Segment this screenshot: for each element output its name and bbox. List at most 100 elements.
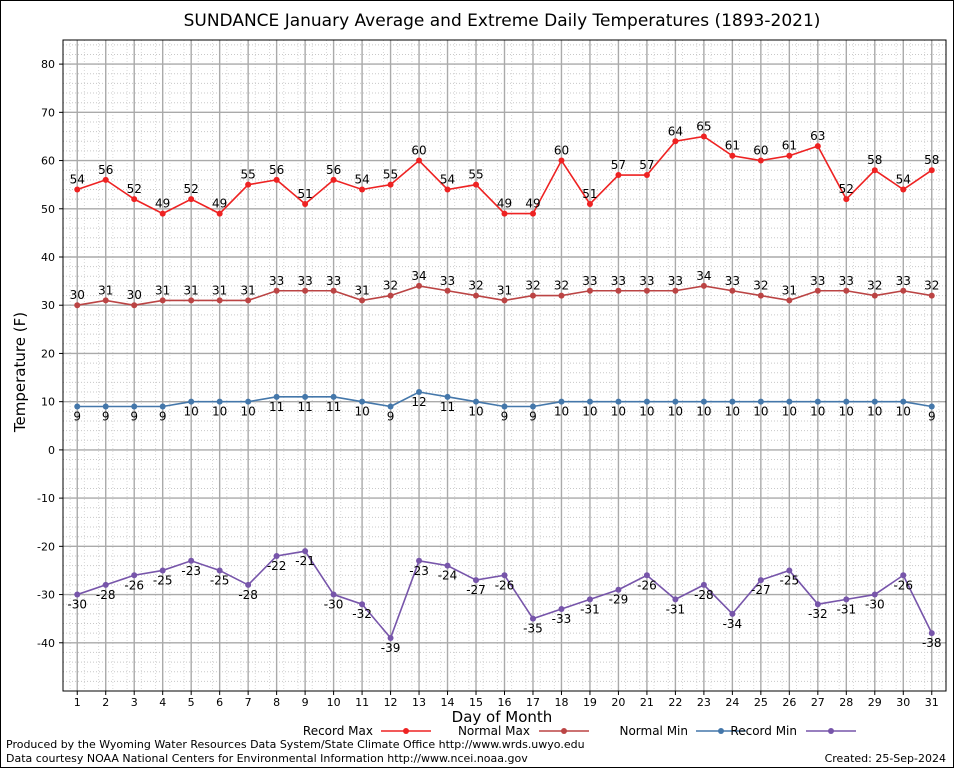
data-point: [273, 176, 280, 183]
data-label: 31: [155, 283, 170, 297]
data-point: [416, 157, 423, 164]
data-point: [245, 398, 252, 405]
data-point: [302, 200, 309, 207]
data-label: 33: [582, 274, 597, 288]
data-point: [814, 287, 821, 294]
data-point: [871, 591, 878, 598]
x-tick-label: 15: [469, 696, 483, 709]
data-point: [558, 292, 565, 299]
data-label: -28: [96, 588, 116, 602]
data-label: 34: [696, 269, 711, 283]
data-point: [188, 557, 195, 564]
data-label: -25: [780, 573, 800, 587]
data-label: 33: [839, 274, 854, 288]
legend-marker: [561, 728, 567, 734]
data-label: 10: [725, 405, 740, 419]
x-tick-label: 8: [273, 696, 280, 709]
y-tick-label: 30: [41, 299, 55, 312]
data-point: [245, 581, 252, 588]
data-label: 31: [184, 283, 199, 297]
data-label: 10: [582, 405, 597, 419]
data-label: 31: [782, 283, 797, 297]
data-label: 51: [582, 187, 597, 201]
data-label: 33: [810, 274, 825, 288]
data-point: [700, 398, 707, 405]
data-label: -34: [723, 617, 743, 631]
data-label: 11: [297, 400, 312, 414]
data-point: [330, 287, 337, 294]
data-point: [729, 398, 736, 405]
x-tick-label: 4: [159, 696, 166, 709]
data-label: 57: [611, 158, 626, 172]
data-point: [586, 200, 593, 207]
x-axis-label: Day of Month: [452, 708, 553, 726]
x-tick-label: 18: [554, 696, 568, 709]
data-label: 58: [867, 153, 882, 167]
y-tick-label: 60: [41, 155, 55, 168]
data-point: [444, 186, 451, 193]
y-tick-label: -20: [37, 540, 55, 553]
x-tick-label: 27: [811, 696, 825, 709]
data-label: 49: [497, 197, 512, 211]
data-label: 9: [102, 409, 110, 423]
data-point: [700, 581, 707, 588]
data-label: 52: [184, 182, 199, 196]
data-label: -31: [666, 602, 686, 616]
data-point: [615, 398, 622, 405]
data-point: [387, 403, 394, 410]
data-point: [359, 297, 366, 304]
data-point: [643, 572, 650, 579]
data-labels: 54 56 52 49 52 49 55 56 51 56 54 55 60 54 55 49 49 60 51 57…: [67, 119, 941, 655]
data-point: [102, 581, 109, 588]
data-label: -32: [808, 607, 828, 621]
y-axis-label: Temperature (F): [11, 312, 29, 433]
data-point: [416, 389, 423, 396]
data-point: [273, 287, 280, 294]
data-point: [387, 181, 394, 188]
data-point: [131, 196, 138, 203]
data-label: -27: [751, 583, 771, 597]
data-label: 10: [896, 405, 911, 419]
x-tick-label: 26: [782, 696, 796, 709]
data-point: [216, 398, 223, 405]
data-point: [131, 302, 138, 309]
data-label: -21: [295, 554, 315, 568]
data-point: [757, 292, 764, 299]
legend-marker: [403, 728, 409, 734]
data-point: [216, 297, 223, 304]
data-point: [302, 287, 309, 294]
data-point: [871, 167, 878, 174]
data-point: [558, 157, 565, 164]
data-label: 32: [753, 279, 768, 293]
x-tick-label: 31: [925, 696, 939, 709]
data-label: 55: [468, 168, 483, 182]
x-tick-label: 14: [441, 696, 455, 709]
data-label: -22: [267, 559, 287, 573]
y-tick-label: 80: [41, 58, 55, 71]
data-label: -28: [238, 588, 258, 602]
data-label: -30: [865, 598, 885, 612]
data-point: [102, 297, 109, 304]
data-point: [586, 287, 593, 294]
data-point: [786, 567, 793, 574]
data-point: [586, 398, 593, 405]
data-label: -33: [552, 612, 572, 626]
data-point: [757, 577, 764, 584]
data-point: [473, 577, 480, 584]
data-label: 32: [525, 279, 540, 293]
x-tick-label: 22: [668, 696, 682, 709]
data-label: 32: [383, 279, 398, 293]
data-point: [416, 282, 423, 289]
data-point: [216, 210, 223, 217]
data-point: [159, 567, 166, 574]
data-label: 10: [810, 405, 825, 419]
data-point: [159, 210, 166, 217]
data-point: [359, 398, 366, 405]
data-point: [814, 601, 821, 608]
data-point: [501, 403, 508, 410]
data-label: 52: [839, 182, 854, 196]
data-point: [159, 403, 166, 410]
data-label: 9: [130, 409, 138, 423]
